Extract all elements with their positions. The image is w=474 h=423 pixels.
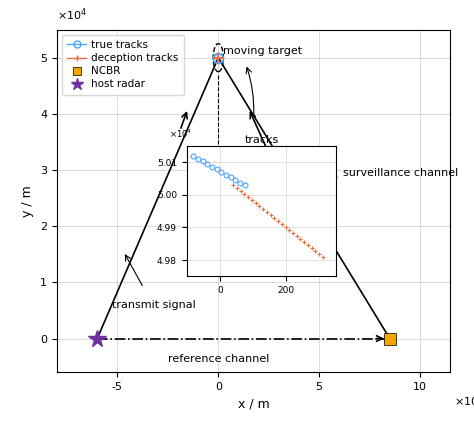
Text: surveillance channel: surveillance channel <box>343 168 459 178</box>
Text: transmit signal: transmit signal <box>112 299 196 310</box>
X-axis label: x / m: x / m <box>238 398 269 410</box>
Text: $\times 10^4$: $\times 10^4$ <box>57 6 87 23</box>
Legend: true tracks, deception tracks, NCBR, host radar: true tracks, deception tracks, NCBR, hos… <box>62 35 184 95</box>
Text: reference channel: reference channel <box>168 354 269 364</box>
Y-axis label: y / m: y / m <box>21 185 35 217</box>
Text: $\times 10^4$: $\times 10^4$ <box>454 393 474 409</box>
Text: moving target: moving target <box>223 46 302 56</box>
